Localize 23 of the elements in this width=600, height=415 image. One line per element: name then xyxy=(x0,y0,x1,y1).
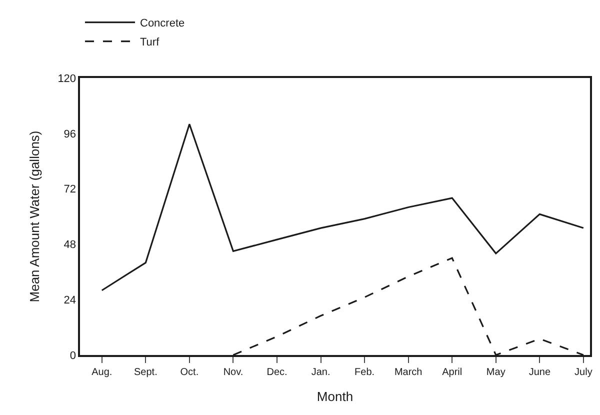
x-tick-label: April xyxy=(442,366,462,378)
y-tick-label: 48 xyxy=(64,239,76,252)
x-tick-label: May xyxy=(486,366,506,378)
x-tick-label: Aug. xyxy=(92,366,112,378)
y-tick-label: 120 xyxy=(58,72,76,85)
y-tick-label: 96 xyxy=(64,128,76,140)
x-tick-label: Feb. xyxy=(354,366,375,378)
line-series xyxy=(101,123,584,292)
x-tick-label: Dec. xyxy=(266,366,288,378)
x-tick-label: June xyxy=(528,366,551,378)
legend-label: Turf xyxy=(140,36,160,49)
x-tick-label: July xyxy=(574,366,592,378)
x-axis-title: Month xyxy=(316,388,354,404)
y-tick-label: 0 xyxy=(70,350,76,362)
y-axis-title: Mean Amount Water (gallons) xyxy=(27,130,42,302)
legend-label: Concrete xyxy=(140,18,185,30)
x-tick-label: Jan. xyxy=(311,366,330,378)
x-tick-label: Sept. xyxy=(134,366,158,378)
x-tick-label: March xyxy=(394,366,422,378)
x-tick-label: Nov. xyxy=(223,366,244,378)
x-tick-label: Oct. xyxy=(180,366,199,378)
y-tick-label: 72 xyxy=(64,184,76,196)
y-tick-label: 24 xyxy=(64,294,76,306)
